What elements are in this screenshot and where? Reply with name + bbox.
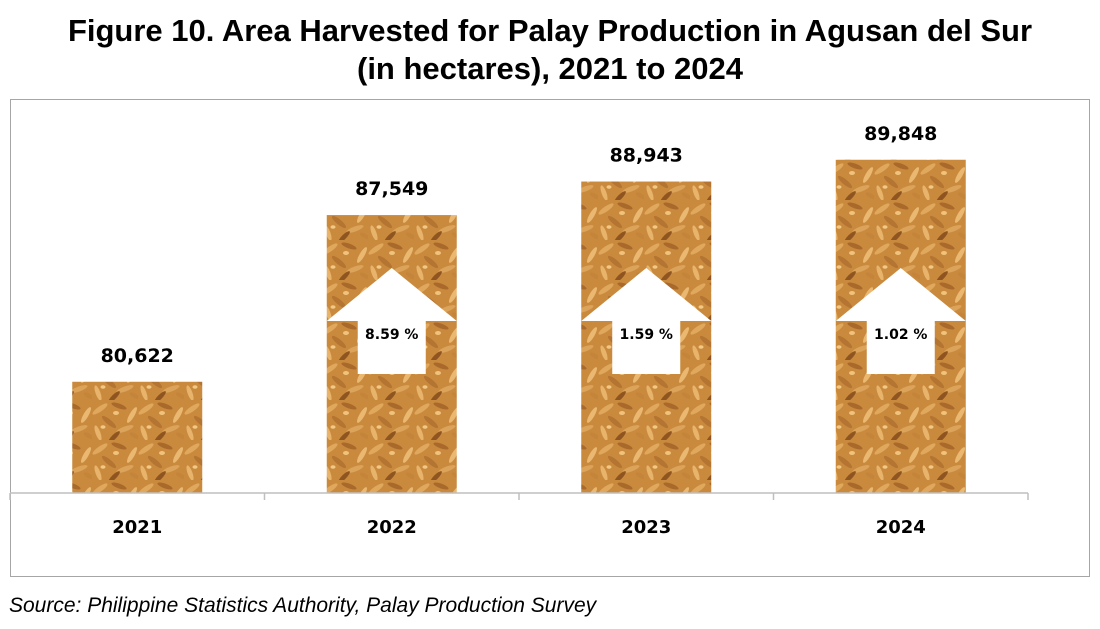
- growth-arrow-2022: [326, 268, 457, 374]
- growth-arrow-2023: [581, 268, 712, 374]
- x-tick-label-2021: 2021: [112, 517, 162, 538]
- chart-title-line-1: Figure 10. Area Harvested for Palay Prod…: [67, 13, 1033, 48]
- chart-title-line-2: (in hectares), 2021 to 2024: [357, 51, 743, 86]
- x-tick-label-2023: 2023: [621, 517, 671, 538]
- growth-arrow-2024: [835, 268, 966, 374]
- labels-layer: 80,622 2021 87,549 2022 8.59 % 88,943 2023 1.59…: [101, 123, 966, 538]
- value-label-2023: 88,943: [610, 145, 683, 167]
- value-label-2021: 80,622: [101, 345, 174, 367]
- x-tick-label-2024: 2024: [876, 517, 926, 538]
- x-tick-label-2022: 2022: [367, 517, 417, 538]
- value-label-2024: 89,848: [864, 123, 937, 145]
- growth-label-2023: 1.59 %: [620, 327, 673, 343]
- chart-title: Figure 10. Area Harvested for Palay Prod…: [0, 12, 1100, 88]
- x-axis-ticks: [9, 493, 1029, 500]
- bar-2021: [72, 381, 203, 493]
- source-note: Source: Philippine Statistics Authority,…: [9, 594, 597, 617]
- value-label-2022: 87,549: [355, 178, 428, 200]
- bars-layer: [72, 159, 966, 494]
- growth-label-2024: 1.02 %: [874, 327, 927, 343]
- growth-label-2022: 8.59 %: [365, 327, 418, 343]
